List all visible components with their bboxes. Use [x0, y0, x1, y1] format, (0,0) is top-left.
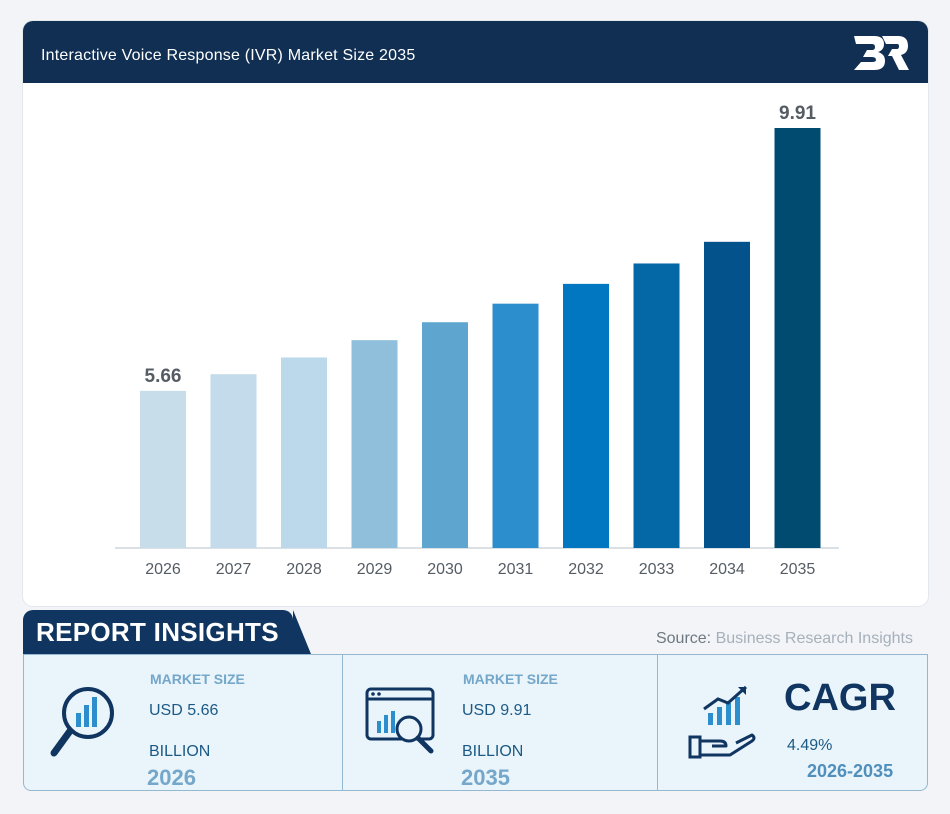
data-label: 5.66	[145, 366, 182, 387]
market-size-value: USD 9.91	[462, 702, 532, 719]
x-tick-label: 2028	[286, 561, 322, 578]
bar-2029	[351, 340, 398, 548]
x-tick-label: 2032	[568, 561, 604, 578]
magnifier-chart-icon	[50, 687, 114, 757]
insight-cagr: CAGR 4.49% 2026-2035	[657, 655, 928, 790]
market-size-label: MARKET SIZE	[463, 671, 558, 687]
bar-2031	[492, 303, 539, 548]
analytics-window-icon	[365, 687, 435, 754]
insight-market-size-2035: MARKET SIZE USD 9.91 BILLION 2035	[342, 655, 658, 790]
market-size-year: 2035	[461, 765, 510, 790]
x-tick-label: 2034	[709, 561, 745, 578]
market-size-unit: BILLION	[149, 743, 211, 760]
cagr-range: 2026-2035	[807, 761, 894, 781]
brand-logo	[854, 36, 909, 70]
source-text: Source: Business Research Insights	[656, 630, 913, 648]
bar-chart: 2026 5.66 2027 2028 2029 2030 2031 2032 2033 2034…	[115, 103, 839, 578]
x-tick-label: 2029	[357, 561, 393, 578]
chart-header: Interactive Voice Response (IVR) Market …	[23, 21, 928, 83]
market-size-value: USD 5.66	[149, 702, 219, 719]
cagr-value: 4.49%	[787, 737, 833, 754]
source-label: Source:	[655, 630, 712, 647]
bar-2033	[633, 263, 680, 548]
market-size-label: MARKET SIZE	[150, 671, 245, 687]
insights-panel: MARKET SIZE USD 5.66 BILLION 2026 MARKET…	[23, 654, 928, 791]
x-tick-label: 2027	[216, 561, 252, 578]
insight-market-size-2026: MARKET SIZE USD 5.66 BILLION 2026	[24, 655, 342, 790]
report-insights-tab: REPORT INSIGHTS	[23, 610, 311, 654]
x-tick-label: 2033	[639, 561, 675, 578]
market-size-year: 2026	[147, 765, 196, 790]
x-tick-label: 2026	[145, 561, 181, 578]
hand-growth-chart-icon	[688, 685, 756, 759]
bar-2030	[422, 322, 468, 548]
bar-2027	[210, 374, 257, 548]
bar-2032	[563, 283, 609, 548]
chart-title: Interactive Voice Response (IVR) Market …	[41, 47, 416, 64]
bar-2026	[140, 390, 186, 548]
x-tick-label: 2031	[498, 561, 534, 578]
bar-2028	[281, 357, 327, 548]
chart-card: Interactive Voice Response (IVR) Market …	[23, 21, 928, 606]
cagr-title: CAGR	[784, 677, 896, 719]
market-size-unit: BILLION	[462, 743, 524, 760]
bar-2034	[704, 241, 750, 548]
x-tick-label: 2035	[780, 561, 816, 578]
bar-2035	[774, 128, 821, 548]
x-tick-label: 2030	[427, 561, 463, 578]
data-label: 9.91	[779, 103, 816, 124]
source-value: Business Research Insights	[715, 630, 913, 647]
